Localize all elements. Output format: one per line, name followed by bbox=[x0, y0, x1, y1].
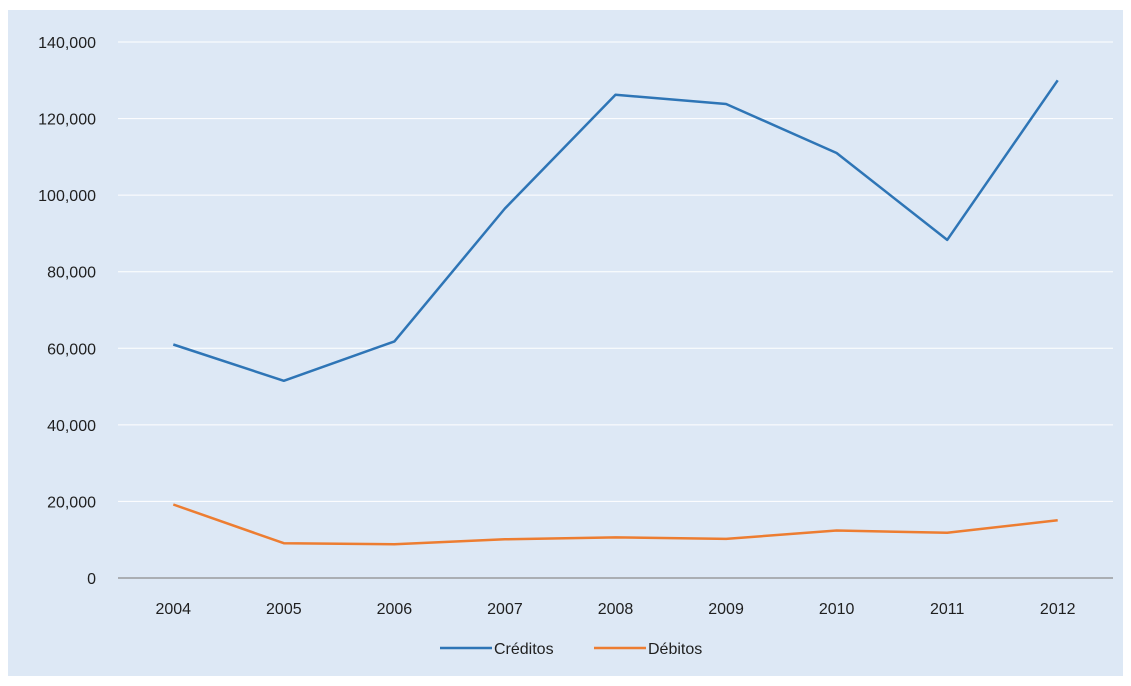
y-tick-label: 80,000 bbox=[47, 265, 96, 282]
series-line-creditos bbox=[172, 79, 1059, 383]
x-tick-label: 2007 bbox=[487, 601, 523, 618]
y-tick-label: 140,000 bbox=[38, 35, 96, 52]
y-tick-label: 20,000 bbox=[47, 494, 96, 511]
x-tick-label: 2012 bbox=[1040, 601, 1076, 618]
legend-label-creditos: Créditos bbox=[494, 641, 554, 658]
series-line-debitos bbox=[172, 503, 1058, 546]
x-tick-label: 2010 bbox=[819, 601, 855, 618]
series-lines bbox=[172, 79, 1059, 546]
y-tick-label: 100,000 bbox=[38, 188, 96, 205]
legend-label-debitos: Débitos bbox=[648, 641, 702, 658]
axes: 0 20,000 40,000 60,000 80,000 100,000 120,000 1… bbox=[38, 35, 1113, 618]
x-tick-label: 2004 bbox=[155, 601, 191, 618]
x-tick-label: 2011 bbox=[930, 601, 965, 618]
legend: Créditos Débitos bbox=[440, 641, 702, 658]
chart-area: 0 20,000 40,000 60,000 80,000 100,000 120,000 1… bbox=[8, 10, 1123, 676]
x-tick-label: 2009 bbox=[708, 601, 744, 618]
y-tick-label: 40,000 bbox=[47, 418, 96, 435]
line-chart: 0 20,000 40,000 60,000 80,000 100,000 120,000 1… bbox=[38, 35, 1113, 658]
y-tick-label: 0 bbox=[87, 571, 96, 588]
x-tick-label: 2006 bbox=[377, 601, 413, 618]
gridlines bbox=[118, 41, 1113, 502]
x-tick-label: 2008 bbox=[598, 601, 634, 618]
x-tick-label: 2005 bbox=[266, 601, 302, 618]
y-tick-label: 60,000 bbox=[47, 341, 96, 358]
y-tick-label: 120,000 bbox=[38, 112, 96, 129]
